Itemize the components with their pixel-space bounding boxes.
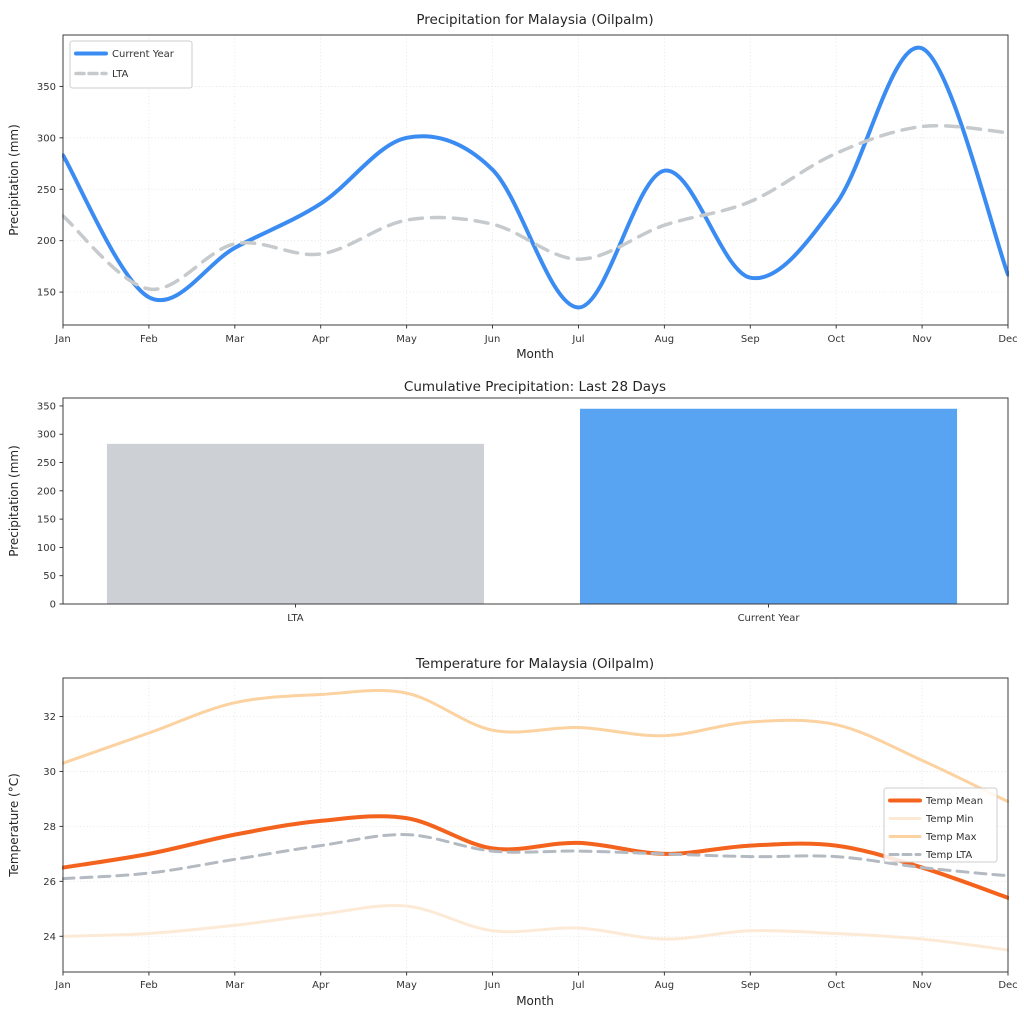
plot-area: Jan Feb Mar Apr May Jun Jul Aug Sep Oct Nov Dec 24 26… [43, 677, 1018, 991]
x-tick-label: Jan [54, 334, 70, 345]
x-tick-label: LTA [287, 613, 304, 624]
y-tick-label: 24 [43, 932, 56, 943]
y-tick-label: 300 [37, 133, 56, 144]
legend-label: Current Year [112, 49, 175, 60]
precipitation-line-chart: Jan Feb Mar Apr May Jun Jul Aug Sep Oct Nov Dec 150 2… [0, 0, 1024, 366]
y-tick-label: 100 [37, 543, 56, 554]
series-temp-lta [62, 833, 1009, 881]
x-tick-label: Feb [140, 980, 158, 991]
y-tick-label: 250 [37, 185, 56, 196]
plot-border [62, 397, 1009, 605]
series-group [62, 45, 1009, 310]
series-temp-max [62, 688, 1009, 804]
y-tick-label: 350 [37, 82, 56, 93]
series-temp-min [62, 904, 1009, 952]
x-tick-label: Current Year [738, 613, 801, 624]
x-tick-label: Jan [54, 980, 70, 991]
legend-label: Temp Max [925, 832, 977, 843]
x-tick-label: Nov [912, 980, 932, 991]
series-group [62, 688, 1009, 952]
x-tick-label: Oct [828, 334, 845, 345]
y-tick-label: 32 [43, 712, 56, 723]
y-tick-label: 150 [37, 515, 56, 526]
y-tick-label: 350 [37, 401, 56, 412]
plot-area: LTA Current Year 0 50 100 150 200 250 300 350 [37, 397, 1009, 624]
legend-label: LTA [112, 69, 129, 80]
chart-title: Cumulative Precipitation: Last 28 Days [404, 379, 666, 395]
legend: Temp Mean Temp Min Temp Max Temp LTA [883, 787, 998, 863]
x-tick-label: Jun [484, 334, 501, 345]
x-tick-label: Apr [312, 980, 330, 991]
cumulative-precipitation-bar-chart-canvas: LTA Current Year 0 50 100 150 200 250 300 350 Cum… [7, 379, 1009, 624]
x-tick-label: May [396, 980, 417, 991]
x-tick-label: Mar [225, 980, 245, 991]
x-tick-label: Jul [571, 334, 584, 345]
x-tick-label: Apr [312, 334, 330, 345]
y-tick-label: 30 [43, 767, 56, 778]
y-tick-label: 200 [37, 486, 56, 497]
chart-title: Temperature for Malaysia (Oilpalm) [415, 656, 654, 672]
x-tick-label: Feb [140, 334, 158, 345]
y-axis-label: Precipitation (mm) [7, 124, 21, 236]
x-tick-label: Dec [998, 334, 1017, 345]
legend-box [883, 787, 998, 863]
x-tick-label: Jun [484, 980, 501, 991]
x-tick-label: Nov [912, 334, 932, 345]
temperature-line-chart: Jan Feb Mar Apr May Jun Jul Aug Sep Oct Nov Dec 24 26… [0, 648, 1024, 1024]
gridlines [62, 35, 1009, 325]
legend-label: Temp LTA [925, 850, 972, 861]
plot-border [62, 34, 1009, 326]
y-tick-label: 0 [50, 600, 56, 611]
series-current-year [62, 45, 1009, 310]
x-tick-label: Aug [655, 980, 675, 991]
axis-ticks: Jan Feb Mar Apr May Jun Jul Aug Sep Oct Nov Dec 150 2… [37, 82, 1018, 345]
series-lta [62, 123, 1009, 291]
series-temp-mean [62, 814, 1009, 900]
x-tick-label: May [396, 334, 417, 345]
y-axis-label: Precipitation (mm) [7, 445, 21, 557]
axis-ticks: Jan Feb Mar Apr May Jun Jul Aug Sep Oct Nov Dec 24 26… [43, 712, 1017, 991]
y-tick-label: 50 [43, 571, 56, 582]
y-tick-label: 250 [37, 458, 56, 469]
legend-label: Temp Mean [925, 796, 983, 807]
cumulative-precipitation-bar-chart: LTA Current Year 0 50 100 150 200 250 300 350 Cum… [0, 366, 1024, 648]
y-tick-label: 300 [37, 430, 56, 441]
temperature-line-chart-canvas: Jan Feb Mar Apr May Jun Jul Aug Sep Oct Nov Dec 24 26… [7, 656, 1018, 1008]
chart-title: Precipitation for Malaysia (Oilpalm) [416, 12, 653, 28]
plot-area: Jan Feb Mar Apr May Jun Jul Aug Sep Oct Nov Dec 150 2… [37, 34, 1018, 345]
x-tick-label: Aug [655, 334, 675, 345]
x-axis-label: Month [516, 994, 554, 1008]
x-tick-label: Jul [571, 980, 584, 991]
y-tick-label: 28 [43, 822, 56, 833]
x-axis-label: Month [516, 347, 554, 361]
x-tick-label: Sep [741, 980, 760, 991]
bar-current-year [580, 408, 958, 604]
precipitation-line-chart-canvas: Jan Feb Mar Apr May Jun Jul Aug Sep Oct Nov Dec 150 2… [7, 12, 1018, 361]
x-tick-label: Mar [225, 334, 245, 345]
y-tick-label: 26 [43, 877, 56, 888]
x-tick-label: Oct [828, 980, 845, 991]
y-axis-label: Temperature (°C) [7, 773, 21, 878]
x-tick-label: Dec [998, 980, 1017, 991]
axis-ticks: LTA Current Year 0 50 100 150 200 250 300 350 [37, 401, 800, 624]
legend: Current Year LTA [69, 40, 193, 89]
y-tick-label: 150 [37, 288, 56, 299]
bar-lta [106, 443, 484, 604]
y-tick-label: 200 [37, 236, 56, 247]
plot-border [62, 677, 1009, 973]
x-tick-label: Sep [741, 334, 760, 345]
legend-label: Temp Min [925, 814, 974, 825]
